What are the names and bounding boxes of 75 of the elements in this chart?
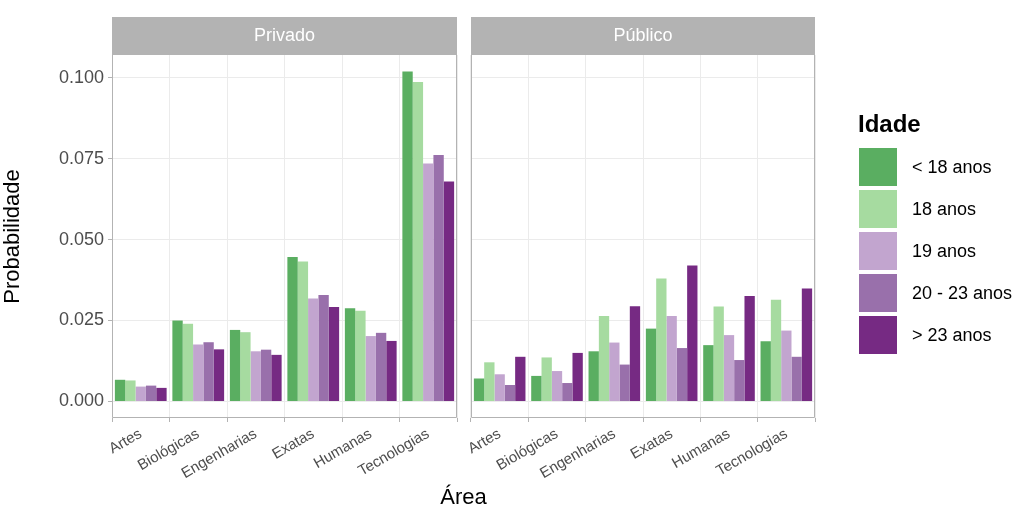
bar: [365, 336, 376, 401]
bar: [484, 362, 495, 401]
bar: [423, 163, 434, 401]
bar: [250, 351, 261, 401]
bar: [551, 371, 563, 401]
bar: [770, 299, 782, 401]
legend-label: 18 anos: [912, 198, 977, 220]
bar: [801, 288, 813, 401]
bar: [713, 306, 724, 401]
y-tick-label: 0.100: [58, 66, 104, 87]
legend-label: > 23 anos: [912, 324, 992, 346]
bar: [328, 306, 340, 401]
y-tick-label: 0.000: [58, 390, 104, 411]
y-tick-label: 0.075: [58, 147, 104, 168]
bar: [287, 257, 298, 401]
bar: [271, 354, 282, 401]
bar: [504, 384, 516, 401]
bar: [193, 344, 204, 401]
bar: [172, 320, 183, 401]
y-tick-label: 0.050: [58, 228, 104, 249]
bar: [443, 181, 455, 401]
chart-title: Privado: [253, 24, 316, 45]
bar: [114, 379, 126, 401]
bar: [588, 351, 599, 401]
bar: [386, 340, 397, 401]
bar: [703, 345, 714, 401]
bar: [541, 357, 552, 401]
bar: [156, 387, 167, 401]
bar: [781, 330, 792, 401]
y-axis-title: Probabilidade: [0, 169, 25, 304]
bar: [375, 332, 387, 401]
bar: [609, 342, 620, 401]
bar: [645, 328, 657, 401]
bar: [562, 383, 573, 401]
bar: [260, 349, 272, 401]
bar: [355, 310, 366, 401]
y-tick-label: 0.025: [58, 309, 104, 330]
bar: [145, 385, 157, 401]
bar: [760, 341, 771, 401]
bar: [791, 356, 802, 401]
bar: [494, 374, 505, 401]
bar: [744, 295, 755, 401]
bar: [402, 71, 413, 401]
legend-label: 19 anos: [912, 240, 977, 262]
bar: [135, 386, 146, 401]
bar: [182, 323, 194, 401]
bar: [515, 356, 526, 401]
bar: [572, 352, 583, 401]
bar: [203, 342, 214, 401]
bar: [344, 308, 356, 401]
bar: [629, 306, 641, 401]
bar: [297, 261, 309, 401]
bar: [666, 316, 677, 401]
bar: [473, 378, 485, 401]
bar: [723, 335, 735, 401]
chart-title: Público: [613, 24, 673, 45]
bar: [318, 294, 329, 401]
bar: [619, 364, 630, 401]
bar: [412, 81, 424, 401]
legend-title: Idade: [858, 110, 922, 138]
x-axis-title: Área: [439, 484, 488, 510]
legend-label: < 18 anos: [912, 156, 992, 178]
legend-label: 20 - 23 anos: [912, 282, 1013, 304]
bar: [676, 348, 688, 401]
bar: [531, 375, 542, 401]
bar: [734, 360, 745, 401]
bar: [229, 329, 241, 401]
bar: [213, 349, 225, 401]
bar: [656, 278, 667, 401]
bar: [433, 155, 444, 401]
bar: [308, 298, 319, 401]
bar: [687, 265, 698, 401]
bar: [240, 332, 251, 401]
bar: [125, 380, 136, 401]
bar: [598, 316, 610, 401]
